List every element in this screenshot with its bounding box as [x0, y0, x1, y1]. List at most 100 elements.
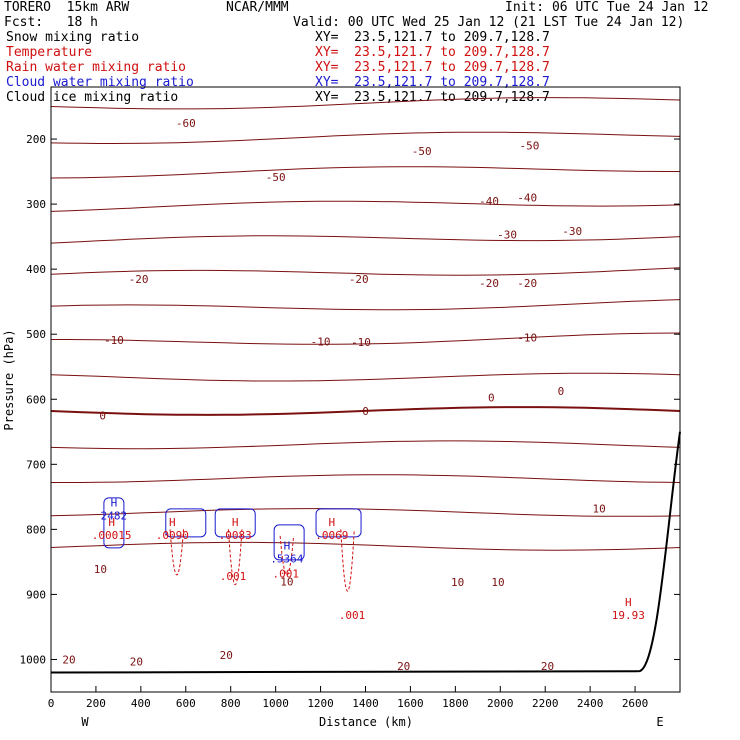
isotherm-label: 0 [488, 391, 495, 404]
isotherm-line [50, 131, 681, 144]
field-xy-snow: XY= 23.5,121.7 to 209.7,128.7 [315, 30, 550, 45]
x-tick-label: 2200 [532, 697, 559, 710]
x-tick-label: 2600 [622, 697, 649, 710]
isotherm-label: 20 [130, 655, 143, 668]
cloud-water-contour [315, 508, 362, 538]
isotherm-line [50, 267, 681, 276]
x-tick-label: 600 [176, 697, 196, 710]
isotherm-line [50, 97, 681, 110]
extremum-value: .001 [339, 609, 366, 622]
extremum-value: .001 [273, 567, 300, 580]
cloud-water-contour [165, 508, 207, 538]
isotherm-label: -30 [497, 229, 517, 242]
field-label-snow: Snow mixing ratio [6, 30, 140, 45]
isotherm-line [50, 508, 681, 517]
field-label-cloud-water: Cloud water mixing ratio [6, 75, 194, 90]
isotherm-line [50, 235, 681, 244]
isotherm-label: -40 [517, 192, 537, 205]
organization: NCAR/MMM [226, 0, 289, 15]
isotherm-label: -50 [412, 145, 432, 158]
isotherm-label: 10 [593, 503, 606, 516]
isotherm-label: -60 [176, 117, 196, 130]
isotherm-label: -10 [517, 331, 537, 344]
isotherm-label: 20 [397, 660, 410, 673]
extremum-marker: H [108, 516, 115, 529]
isotherm-line [50, 440, 681, 450]
isotherm-label: -20 [517, 277, 537, 290]
field-label-rain: Rain water mixing ratio [6, 60, 187, 75]
extremum-value: .0083 [219, 529, 252, 542]
cloud-water-contour [273, 524, 305, 561]
y-tick-label: 500 [26, 328, 46, 341]
extremum-marker: H [232, 516, 239, 529]
isotherm-label: -10 [351, 336, 371, 349]
field-xy-cloud-water: XY= 23.5,121.7 to 209.7,128.7 [315, 75, 550, 90]
extremum-marker: H [625, 596, 632, 609]
isotherm-label: -20 [349, 273, 369, 286]
isotherm-label: 20 [220, 649, 233, 662]
y-tick-label: 1000 [20, 653, 47, 666]
field-xy-rain: XY= 23.5,121.7 to 209.7,128.7 [315, 60, 550, 75]
x-tick-label: 800 [221, 697, 241, 710]
isotherm-label: -10 [311, 335, 331, 348]
isotherm-label: 0 [99, 410, 106, 423]
isotherm-label: 0 [362, 405, 369, 418]
x-tick-label: 0 [48, 697, 55, 710]
x-tick-label: 1200 [307, 697, 334, 710]
valid-time: Valid: 00 UTC Wed 25 Jan 12 (21 LST Tue … [293, 15, 685, 30]
isotherm-label: 10 [94, 563, 107, 576]
x-tick-label: 1800 [442, 697, 469, 710]
x-tick-label: 200 [86, 697, 106, 710]
extremum-value: 19.93 [612, 609, 645, 622]
x-axis-label: Distance (km) [319, 715, 413, 729]
isotherm-line [51, 332, 681, 345]
extremum-value: .001 [220, 570, 247, 583]
x-tick-label: 1600 [397, 697, 424, 710]
cloud-water-contour [103, 497, 125, 549]
cloud-water-contour [214, 508, 256, 538]
x-axis-east-label: E [656, 715, 663, 729]
y-tick-label: 400 [26, 263, 46, 276]
isotherm-label: -10 [104, 334, 124, 347]
extremum-marker: H [111, 496, 118, 509]
extremum-value: .0090 [156, 529, 189, 542]
y-tick-label: 800 [26, 523, 46, 536]
rain-contour [169, 529, 185, 576]
y-tick-label: 600 [26, 393, 46, 406]
init-time: Init: 06 UTC Tue 24 Jan 12 [505, 0, 709, 15]
rain-contour [227, 529, 243, 585]
x-tick-label: 1000 [262, 697, 289, 710]
y-tick-label: 700 [26, 458, 46, 471]
x-axis-west-label: W [81, 715, 89, 729]
isotherm-label: -50 [266, 171, 286, 184]
isotherm-line [50, 200, 681, 212]
model-title: TORERO 15km ARW [4, 0, 130, 15]
y-tick-label: 300 [26, 198, 46, 211]
x-tick-label: 400 [131, 697, 151, 710]
forecast-hour: Fcst: 18 h [4, 15, 98, 30]
extremum-value: .0069 [315, 529, 348, 542]
x-tick-label: 2400 [577, 697, 604, 710]
y-axis-label: Pressure (hPa) [2, 329, 16, 430]
rain-contour [340, 529, 355, 592]
isotherm-line [50, 166, 680, 179]
y-tick-label: 900 [26, 588, 46, 601]
isotherm-label: -40 [479, 195, 499, 208]
isotherm-label: 0 [558, 385, 565, 398]
isotherm-line [50, 299, 681, 311]
isotherm-label: 20 [62, 653, 75, 666]
field-label-temperature: Temperature [6, 45, 93, 60]
isotherm-label: 20 [541, 660, 554, 673]
isotherm-line [51, 474, 681, 483]
extremum-value: 2482 [101, 509, 128, 522]
isotherm-label: -20 [479, 277, 499, 290]
field-xy-temperature: XY= 23.5,121.7 to 209.7,128.7 [315, 45, 550, 60]
isotherm-line [50, 372, 681, 382]
rain-contour [279, 535, 295, 576]
isotherm-line [50, 406, 681, 416]
extremum-marker: H [169, 516, 176, 529]
x-tick-label: 2000 [487, 697, 514, 710]
isotherm-label: -20 [129, 273, 149, 286]
y-tick-label: 200 [26, 133, 46, 146]
isotherm-line [50, 541, 681, 551]
